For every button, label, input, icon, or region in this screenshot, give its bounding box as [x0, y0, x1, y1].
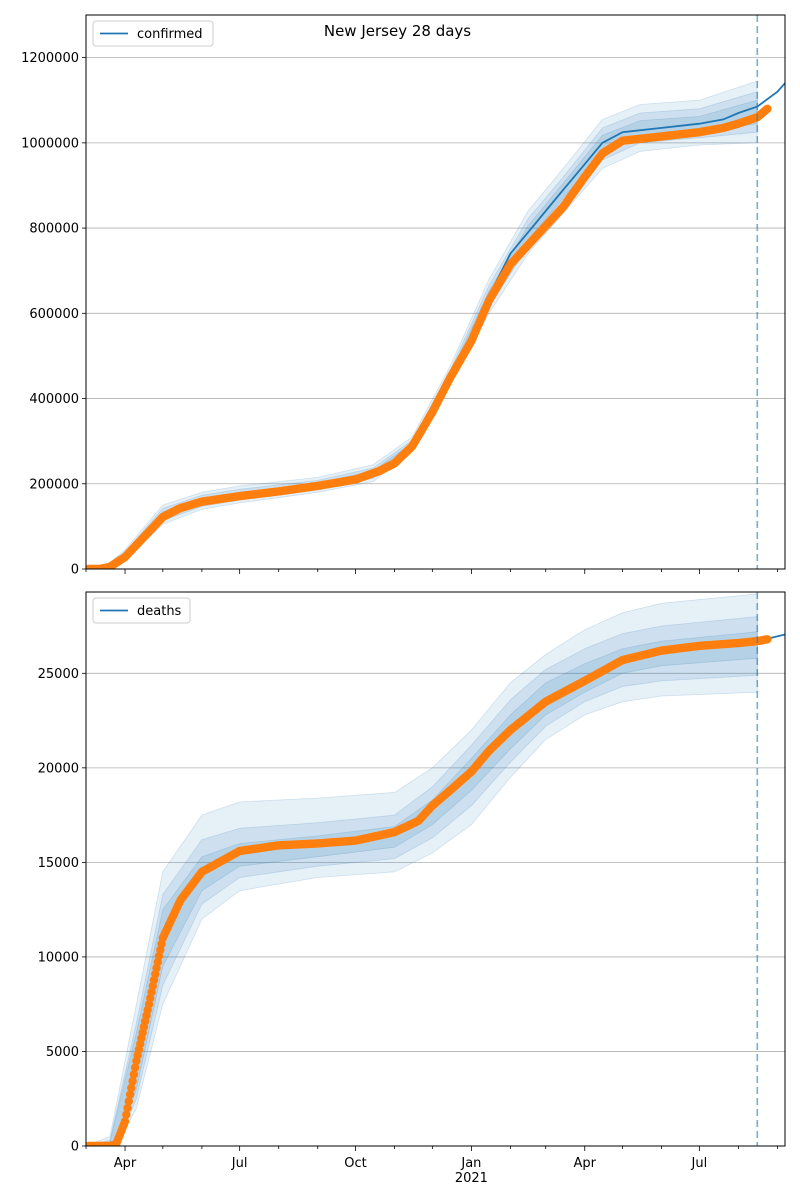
- y-tick-label: 1000000: [21, 136, 79, 151]
- observed-point: [763, 104, 772, 114]
- legend-box: [92, 597, 191, 624]
- observed-point: [127, 1083, 136, 1093]
- observed-point: [124, 1097, 133, 1106]
- y-tick-label: 5000: [46, 1045, 79, 1060]
- y-tick-label: 400000: [29, 392, 79, 407]
- observed-point: [123, 1103, 132, 1113]
- plot-area: [86, 80, 785, 569]
- y-tick-label: 15000: [38, 856, 79, 871]
- x-tick-label: Jan: [460, 1156, 481, 1171]
- observed-point: [130, 1063, 140, 1072]
- chart-title: New Jersey 28 days: [324, 22, 471, 40]
- x-year-label: 2021: [455, 1171, 488, 1186]
- legend-label: deaths: [137, 604, 182, 619]
- x-tick-label: Jul: [231, 1156, 248, 1171]
- y-tick-label: 200000: [29, 477, 79, 492]
- axes-frame: [85, 14, 786, 570]
- y-tick-label: 800000: [29, 222, 79, 237]
- y-tick-label: 0: [71, 1140, 79, 1155]
- x-tick-label: Apr: [573, 1156, 596, 1171]
- confirmed-panel: 0 200000 400000 600000 800000 1000000 1200000 N…: [21, 14, 786, 578]
- plot-area: [86, 593, 785, 1146]
- observed-point: [128, 1076, 137, 1086]
- y-tick-label: 10000: [38, 950, 79, 965]
- legend-label: confirmed: [137, 27, 203, 42]
- y-tick-label: 20000: [38, 761, 79, 776]
- observed-point: [120, 1117, 130, 1126]
- x-tick-label: Apr: [114, 1156, 137, 1171]
- y-tick-label: 25000: [38, 667, 79, 682]
- y-tick-label: 1200000: [21, 51, 79, 66]
- y-tick-label: 600000: [29, 307, 79, 322]
- deaths-panel: 0 5000 10000 15000 20000 25000 Apr Jul Oct Jan Apr…: [38, 591, 786, 1186]
- legend-box: [92, 20, 214, 47]
- observed-point: [125, 1090, 135, 1099]
- observed-point: [122, 1110, 131, 1119]
- x-tick-label: Oct: [344, 1156, 366, 1171]
- axes-frame: [85, 591, 786, 1147]
- y-tick-label: 0: [71, 563, 79, 578]
- x-tick-label: Jul: [691, 1156, 708, 1171]
- confidence-band: [86, 616, 758, 1146]
- observed-point: [129, 1070, 139, 1079]
- observed-point: [763, 635, 772, 644]
